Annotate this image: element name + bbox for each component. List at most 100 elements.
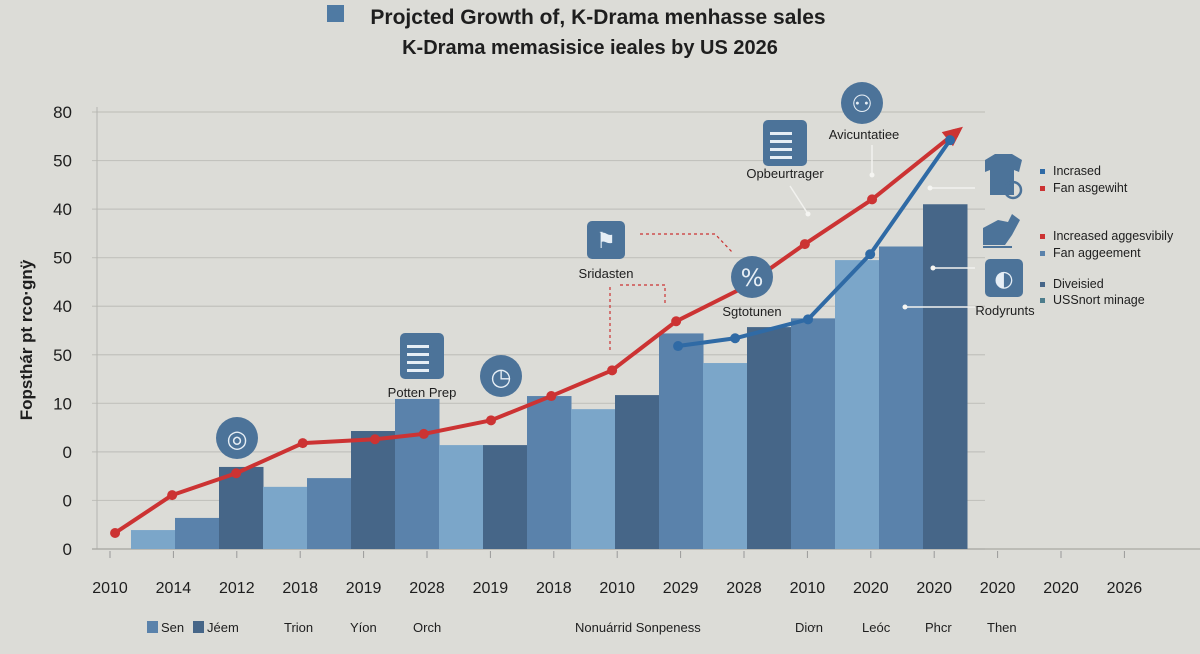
icon-bg [731, 256, 773, 298]
x-tick-label: 2019 [346, 580, 382, 597]
annotation-label: Rodyrunts [975, 303, 1035, 318]
icon-bg [480, 355, 522, 397]
icon-bg [985, 154, 1022, 195]
bar [219, 466, 264, 549]
icon-bg [983, 214, 1020, 245]
data-point [673, 341, 684, 352]
y-tick-label: 50 [53, 346, 72, 365]
bar [131, 530, 176, 549]
data-point [486, 415, 497, 426]
bar [571, 409, 616, 549]
bar [923, 204, 968, 549]
x-tick-label: 2020 [916, 580, 952, 597]
title-square [327, 5, 344, 22]
bar [879, 246, 924, 549]
y-tick-label: 50 [53, 152, 72, 171]
x-tick-label: 2018 [536, 580, 572, 597]
legend-item-label: Incrased [1053, 164, 1101, 178]
x-tick-label: 2012 [219, 580, 255, 597]
legend-swatch [147, 621, 158, 633]
icon-line [407, 345, 429, 348]
bar [615, 395, 660, 549]
x-tick-label: 2010 [790, 580, 826, 597]
dashed-connector [640, 233, 733, 253]
data-point [110, 527, 121, 538]
legend-item-label: Fan aggeement [1053, 246, 1141, 260]
data-point [607, 365, 618, 376]
bar [527, 396, 572, 549]
legend-item-label: Yíon [350, 620, 377, 635]
bar [395, 398, 440, 549]
x-tick-label: 2019 [473, 580, 509, 597]
hand-icon [983, 214, 1020, 248]
data-point [865, 249, 876, 260]
y-tick-label: 0 [63, 491, 72, 510]
ticket-icon: ⚑ [587, 221, 625, 259]
icon-glyph: % [741, 264, 764, 292]
icon-line [407, 353, 429, 356]
pointer-dot [869, 172, 875, 178]
annotation-label: Sgtotunen [722, 304, 781, 319]
legend-item-label: Nonuárrid Sonpeness [575, 620, 701, 635]
x-tick-label: 2028 [409, 580, 445, 597]
icon-glyph: ◎ [227, 425, 248, 453]
y-tick-label: 40 [53, 297, 72, 316]
data-point [546, 391, 557, 402]
icon-bg [587, 221, 625, 259]
legend-item-label: Jéem [207, 620, 239, 635]
icon-glyph: ⚑ [596, 229, 616, 254]
icon-lens [1003, 180, 1023, 200]
legend-swatch [1040, 282, 1045, 287]
bar [835, 260, 880, 549]
legend-item-label: Trion [284, 620, 313, 635]
data-point [799, 239, 810, 250]
bar [263, 486, 308, 549]
annotation-label: Potten Prep [388, 385, 457, 400]
x-tick-label: 2029 [663, 580, 699, 597]
legend-item-label: Leóc [862, 620, 891, 635]
data-point [945, 135, 956, 146]
chart-title: Projcted Growth of, K-Drama menhasse sal… [370, 6, 825, 29]
legend-swatch [1040, 298, 1045, 303]
annotation-label: Opbeurtrager [746, 166, 824, 181]
icon-bg [985, 259, 1023, 297]
data-point [297, 438, 308, 449]
dashed-connector [620, 284, 666, 305]
x-tick-label: 2010 [599, 580, 635, 597]
bar [307, 478, 352, 549]
annotation-label: Sridasten [579, 266, 634, 281]
people-icon: ⚇ [841, 82, 883, 124]
bar [483, 445, 528, 549]
icon-line [407, 361, 429, 364]
icon-glyph: ◐ [994, 267, 1013, 292]
icon-line [770, 156, 792, 159]
data-point [231, 468, 242, 479]
steering-wheel-icon: ◎ [216, 417, 258, 459]
icon-line [770, 140, 792, 143]
clipboard-icon [763, 120, 807, 166]
legend-item-label: Diveisied [1053, 277, 1104, 291]
pointer-line [789, 185, 809, 215]
bar [703, 363, 748, 549]
legend-item-label: Phcr [925, 620, 952, 635]
legend-swatch [1040, 186, 1045, 191]
x-tick-label: 2026 [1107, 580, 1143, 597]
red-trend-line [113, 127, 963, 535]
icon-line [407, 369, 429, 372]
y-tick-label: 80 [53, 103, 72, 122]
x-tick-label: 2020 [853, 580, 889, 597]
legend-item-label: USSnort minage [1053, 293, 1145, 307]
legend-item-label: Increased aggesvibily [1053, 229, 1174, 243]
device-icon: ◐ [985, 259, 1023, 297]
y-tick-label: 50 [53, 249, 72, 268]
pointer-dot [902, 304, 908, 310]
percent-icon: % [731, 256, 773, 298]
data-point [167, 490, 178, 501]
pointer-dot [927, 185, 933, 191]
legend-swatch [1040, 234, 1045, 239]
icon-line [770, 132, 792, 135]
bar [439, 445, 484, 549]
icon-glyph: ⚇ [851, 90, 873, 118]
data-point [418, 428, 429, 439]
